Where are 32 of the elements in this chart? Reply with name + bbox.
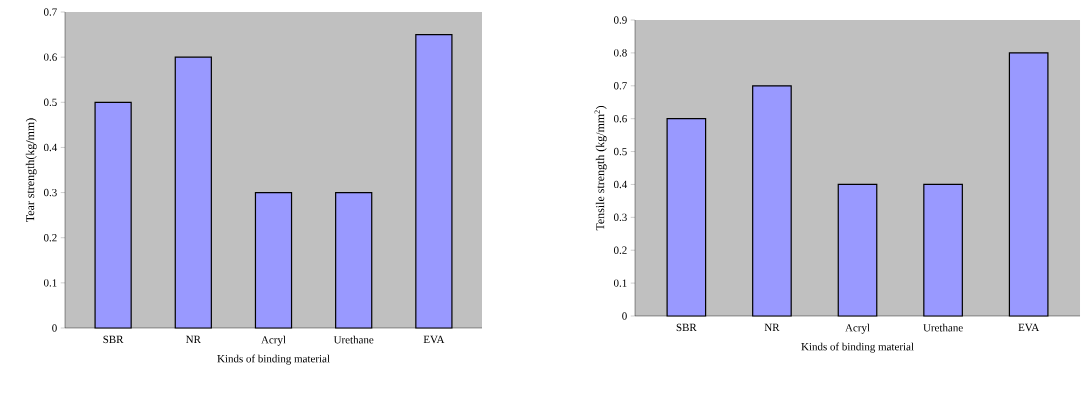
y-tick-label: 0.4 [613, 180, 628, 189]
y-tick-label: 0.3 [613, 213, 627, 222]
x-tick-label: EVA [423, 335, 445, 344]
x-tick-label: Acryl [845, 323, 870, 334]
y-axis-title: Tear strength(kg/mm) [25, 118, 37, 222]
y-tick-label: 0.2 [43, 234, 57, 242]
y-tick-label: 0.5 [613, 147, 627, 156]
x-tick-label: SBR [103, 335, 124, 344]
x-tick-label: SBR [676, 323, 697, 332]
x-tick-label: Acryl [261, 335, 286, 346]
y-tick-label: 0.1 [43, 279, 57, 287]
x-tick-label: NR [764, 323, 780, 331]
y-tick-label: 0 [52, 324, 57, 332]
x-tick-label: Urethane [923, 323, 963, 332]
y-tick-label: 0.2 [613, 246, 627, 254]
y-tick-label: 0.7 [613, 82, 627, 90]
x-tick-label: Urethane [333, 335, 374, 344]
y-axis-title: Tensile strength (kg/mm$^{2}$) [594, 105, 607, 231]
x-tick-label: NR [186, 335, 201, 343]
y-tick-label: 0.3 [43, 188, 57, 197]
y-tick-label: 0.6 [613, 114, 627, 123]
y-tick-label: 0.5 [43, 98, 57, 107]
x-axis-title: Kinds of binding material [801, 342, 914, 353]
y-tick-label: 0.9 [613, 16, 627, 24]
y-tick-label: 0.8 [613, 49, 627, 57]
y-tick-label: 0.4 [43, 143, 58, 152]
y-tick-label: 0.1 [613, 279, 627, 287]
x-axis-title: Kinds of binding material [217, 354, 330, 365]
y-tick-label: 0.6 [43, 53, 57, 61]
x-tick-label: EVA [1018, 323, 1040, 332]
y-tick-label: 0 [622, 312, 627, 320]
y-tick-label: 0.7 [43, 8, 57, 16]
